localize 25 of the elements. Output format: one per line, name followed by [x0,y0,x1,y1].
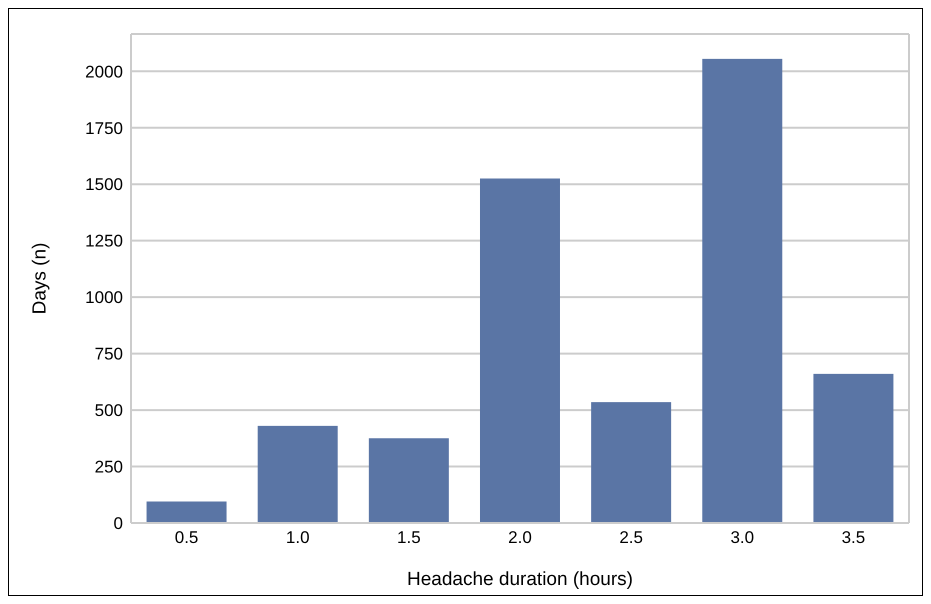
y-tick-label: 1500 [85,175,123,194]
y-tick-label: 1750 [85,118,123,138]
bar [702,58,782,523]
x-tick-label: 3.0 [730,528,754,548]
bar [591,402,672,523]
y-tick-label: 250 [94,458,123,477]
x-tick-label: 3.5 [842,528,866,548]
bar [146,502,227,523]
y-tick-label: 1250 [85,232,123,251]
x-tick-label: 0.5 [174,528,198,548]
y-tick-label: 2000 [85,62,123,82]
y-tick-label: 1000 [85,288,123,308]
y-axis-title: Days (n) [30,242,51,314]
bar [813,374,894,523]
bar [480,178,560,523]
bar [368,438,449,523]
x-tick-label: 1.0 [286,528,310,548]
x-tick-label: 1.5 [397,528,421,548]
y-tick-label: 750 [94,344,123,364]
bar [258,426,338,523]
x-tick-label: 2.5 [619,528,643,548]
x-axis-title: Headache duration (hours) [406,569,634,590]
y-tick-label: 0 [114,514,123,534]
x-tick-label: 2.0 [508,528,532,548]
y-tick-label: 500 [94,401,123,420]
